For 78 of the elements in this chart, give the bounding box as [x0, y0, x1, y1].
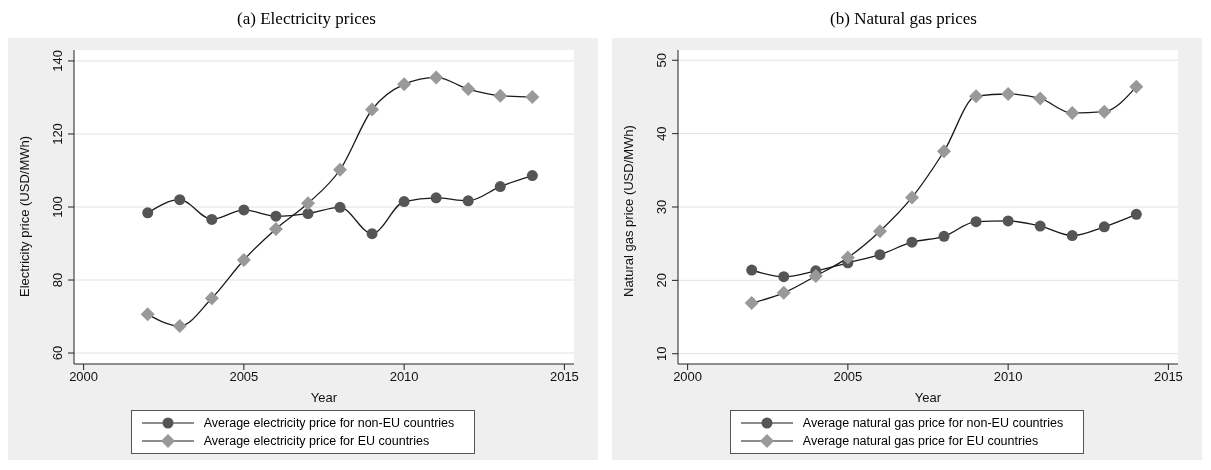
- point: [872, 224, 887, 239]
- point: [808, 268, 823, 283]
- point: [365, 102, 380, 117]
- x-tick-label: 2010: [389, 369, 419, 385]
- point: [142, 207, 154, 219]
- point: [746, 264, 758, 276]
- x-axis-title: Year: [914, 390, 942, 405]
- point: [937, 144, 952, 159]
- point: [462, 195, 474, 207]
- x-tick-label: 2000: [673, 369, 703, 385]
- point: [333, 162, 348, 177]
- point: [204, 291, 219, 306]
- point: [300, 196, 315, 211]
- point: [1002, 215, 1014, 227]
- point: [1097, 104, 1112, 119]
- x-axis-title: Year: [310, 390, 338, 405]
- point: [938, 230, 950, 242]
- y-tick-label: 140: [50, 50, 65, 72]
- point: [494, 181, 506, 193]
- legend-label: Average natural gas price for EU countries: [802, 434, 1039, 448]
- chart-title: (a) Electricity prices: [236, 8, 377, 30]
- point: [525, 90, 540, 105]
- point: [1129, 79, 1144, 94]
- point: [493, 88, 508, 103]
- y-tick-label: 10: [654, 346, 669, 361]
- legend-label: Average electricity price for EU countries: [203, 434, 430, 448]
- point: [970, 216, 982, 228]
- y-axis-title: Electricity price (USD/MWh): [16, 135, 32, 297]
- point: [778, 271, 790, 283]
- point: [904, 190, 919, 205]
- y-tick-label: 120: [50, 123, 65, 145]
- point: [1098, 221, 1110, 233]
- y-tick-label: 60: [50, 345, 65, 361]
- point: [236, 252, 251, 267]
- point: [334, 201, 346, 213]
- point: [238, 204, 250, 216]
- y-tick-label: 50: [654, 53, 669, 68]
- point: [744, 296, 759, 311]
- point: [302, 208, 314, 220]
- x-tick-label: 2005: [229, 369, 259, 385]
- chart-title: (b) Natural gas prices: [829, 8, 978, 30]
- point: [776, 285, 791, 300]
- point: [268, 221, 283, 236]
- point: [1065, 106, 1080, 121]
- point: [969, 89, 984, 104]
- point: [174, 194, 186, 206]
- y-tick-label: 30: [654, 199, 669, 215]
- legend-label: Average natural gas price for non-EU countries: [802, 416, 1064, 430]
- y-tick-label: 40: [654, 126, 669, 141]
- point: [172, 319, 187, 334]
- x-tick-label: 2015: [1153, 369, 1183, 385]
- point: [906, 236, 918, 248]
- x-tick-label: 2015: [549, 369, 579, 385]
- point: [1130, 208, 1142, 220]
- point: [526, 170, 538, 182]
- point: [398, 196, 410, 208]
- point: [429, 70, 444, 85]
- y-tick-label: 80: [50, 272, 65, 288]
- point: [270, 210, 282, 222]
- point: [1033, 91, 1048, 106]
- y-axis-title: Natural gas price (USD/MWh): [620, 125, 636, 297]
- x-tick-label: 2000: [69, 369, 99, 385]
- point: [1001, 87, 1016, 102]
- point: [1066, 230, 1078, 242]
- legend-label: Average electricity price for non-EU countries: [203, 416, 455, 430]
- point: [206, 213, 218, 225]
- point: [1034, 220, 1046, 232]
- point: [461, 82, 476, 97]
- point: [430, 192, 442, 204]
- point: [840, 250, 855, 265]
- x-tick-label: 2010: [993, 369, 1023, 385]
- point: [366, 228, 378, 240]
- y-tick-label: 100: [50, 196, 65, 218]
- point: [397, 77, 412, 92]
- point: [874, 249, 886, 261]
- x-tick-label: 2005: [833, 369, 863, 385]
- y-tick-label: 20: [654, 273, 669, 288]
- point: [140, 307, 155, 322]
